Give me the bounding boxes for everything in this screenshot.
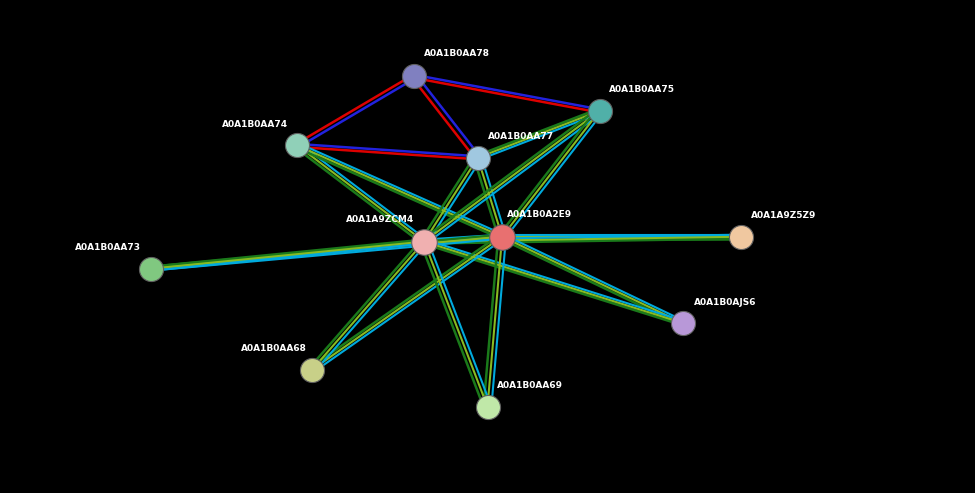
Text: A0A1B0A2E9: A0A1B0A2E9 <box>507 211 572 219</box>
Text: A0A1B0AA77: A0A1B0AA77 <box>488 133 554 141</box>
Text: A0A1B0AA69: A0A1B0AA69 <box>497 382 564 390</box>
Point <box>407 72 422 80</box>
Point <box>494 233 510 241</box>
Point <box>416 238 432 246</box>
Point <box>592 107 607 115</box>
Text: A0A1A9ZCM4: A0A1A9ZCM4 <box>346 215 414 224</box>
Text: A0A1B0AJS6: A0A1B0AJS6 <box>694 298 757 307</box>
Point <box>290 141 305 149</box>
Text: A0A1A9Z5Z9: A0A1A9Z5Z9 <box>751 211 816 220</box>
Point <box>675 319 690 327</box>
Text: A0A1B0AA75: A0A1B0AA75 <box>609 85 676 94</box>
Text: A0A1B0AA73: A0A1B0AA73 <box>75 244 141 252</box>
Text: A0A1B0AA68: A0A1B0AA68 <box>241 345 307 353</box>
Text: A0A1B0AA78: A0A1B0AA78 <box>424 49 490 58</box>
Point <box>733 233 749 241</box>
Point <box>143 265 159 273</box>
Point <box>470 154 486 162</box>
Point <box>304 366 320 374</box>
Text: A0A1B0AA74: A0A1B0AA74 <box>221 120 288 129</box>
Point <box>480 403 495 411</box>
